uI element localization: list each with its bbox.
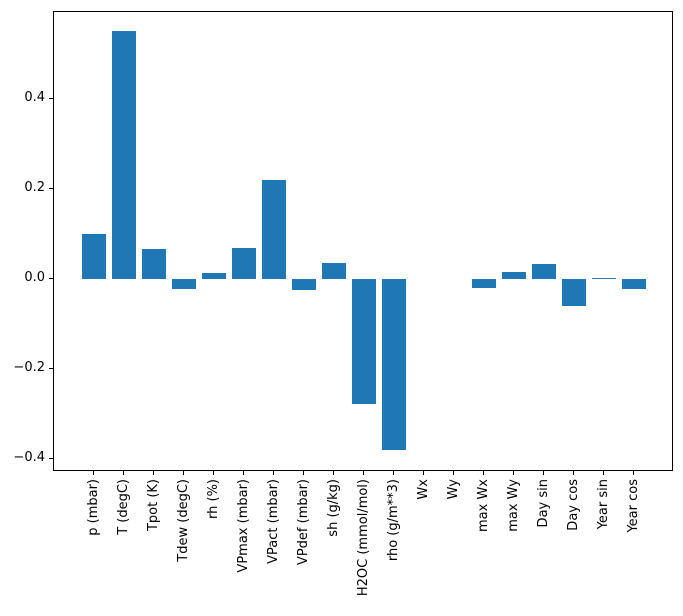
bar-day-sin <box>532 263 556 280</box>
bar-h2oc-mmol-mol <box>352 279 376 404</box>
y-tick-mark <box>49 187 53 189</box>
x-tick-label: Day sin <box>535 479 551 528</box>
x-tick-mark <box>182 471 184 475</box>
x-tick-mark <box>482 471 484 475</box>
x-tick-label: H2OC (mmol/mol) <box>355 479 371 597</box>
y-tick-label: 0.2 <box>24 180 45 196</box>
y-tick-label: 0.4 <box>24 90 45 106</box>
bar-day-cos <box>562 279 586 306</box>
x-tick-label: Year cos <box>625 479 641 533</box>
x-tick-label: Tdew (degC) <box>175 479 191 562</box>
x-tick-mark <box>212 471 214 475</box>
x-tick-label: VPmax (mbar) <box>235 479 251 573</box>
y-tick-mark <box>49 457 53 459</box>
x-tick-mark <box>452 471 454 475</box>
x-tick-mark <box>572 471 574 475</box>
x-tick-mark <box>92 471 94 475</box>
x-tick-mark <box>392 471 394 475</box>
bar-rho-g-m-3 <box>382 279 406 451</box>
bar-vpdef-mbar <box>292 279 316 291</box>
x-tick-label: VPact (mbar) <box>265 479 281 564</box>
bar-rh <box>202 272 226 280</box>
y-tick-mark <box>49 97 53 99</box>
x-tick-mark <box>242 471 244 475</box>
x-tick-mark <box>362 471 364 475</box>
x-tick-label: rho (g/m**3) <box>385 479 401 562</box>
x-tick-label: Year sin <box>595 479 611 530</box>
x-tick-label: Tpot (K) <box>145 479 161 532</box>
x-tick-label: Wx <box>415 479 431 500</box>
x-tick-label: Day cos <box>565 479 581 531</box>
plot-area <box>53 11 673 471</box>
y-tick-mark <box>49 367 53 369</box>
bar-vpact-mbar <box>262 179 286 280</box>
x-tick-mark <box>302 471 304 475</box>
bar-year-cos <box>622 279 646 290</box>
x-tick-label: p (mbar) <box>85 479 101 536</box>
x-tick-mark <box>542 471 544 475</box>
x-tick-mark <box>602 471 604 475</box>
x-tick-mark <box>512 471 514 475</box>
y-tick-label: −0.4 <box>13 450 45 466</box>
bar-t-degc <box>112 30 136 280</box>
x-tick-mark <box>152 471 154 475</box>
bar-year-sin <box>592 278 616 280</box>
x-tick-mark <box>122 471 124 475</box>
x-tick-mark <box>272 471 274 475</box>
x-tick-label: max Wy <box>505 479 521 532</box>
bar-vpmax-mbar <box>232 247 256 280</box>
x-tick-label: sh (g/kg) <box>325 479 341 537</box>
bar-tdew-degc <box>172 279 196 289</box>
y-tick-label: −0.2 <box>13 360 45 376</box>
x-tick-label: rh (%) <box>205 479 221 519</box>
x-tick-mark <box>332 471 334 475</box>
bar-sh-g-kg <box>322 263 346 280</box>
x-tick-label: Wy <box>445 479 461 500</box>
bar-tpot-k <box>142 249 166 280</box>
bar-p-mbar <box>82 234 106 280</box>
x-tick-label: max Wx <box>475 479 491 533</box>
y-tick-label: 0.0 <box>24 270 45 286</box>
x-tick-label: T (degC) <box>115 479 131 535</box>
x-tick-mark <box>422 471 424 475</box>
y-tick-mark <box>49 277 53 279</box>
x-tick-mark <box>632 471 634 475</box>
x-tick-label: VPdef (mbar) <box>295 479 311 566</box>
bar-max-wy <box>502 271 526 280</box>
bar-max-wx <box>472 279 496 288</box>
